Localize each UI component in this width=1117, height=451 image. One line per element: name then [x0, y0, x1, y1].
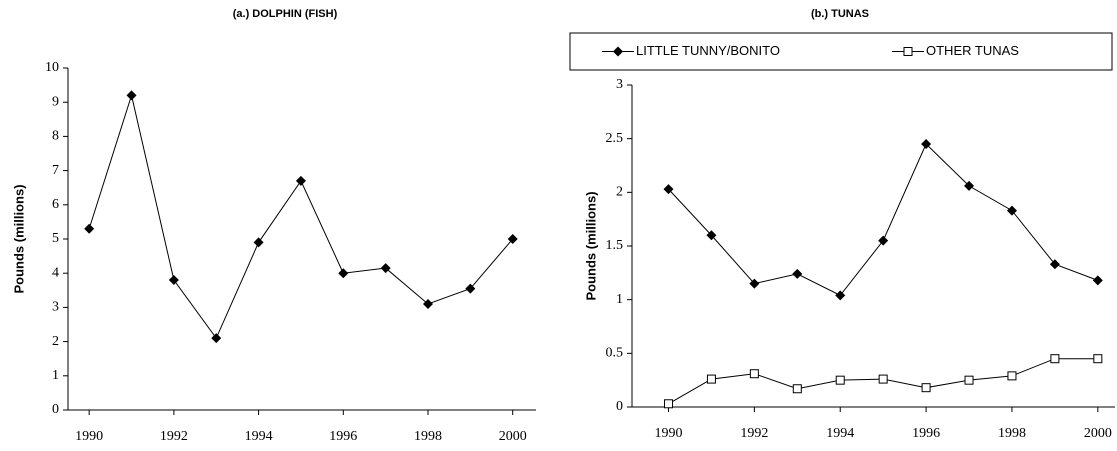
x-tick-label: 1998: [414, 429, 442, 444]
marker: [706, 374, 716, 384]
marker: [749, 278, 760, 289]
x-tick-label: 1996: [329, 429, 357, 444]
y-tick-label: 8: [52, 129, 59, 144]
y-tick-label: 3: [52, 300, 59, 315]
marker: [295, 175, 306, 186]
marker: [126, 90, 137, 101]
marker: [168, 275, 179, 286]
y-tick-label: 3: [616, 77, 623, 92]
marker: [380, 263, 391, 274]
legend-label: LITTLE TUNNY/BONITO: [636, 43, 780, 58]
y-tick-label: 4: [52, 265, 59, 280]
marker: [663, 399, 673, 409]
marker: [211, 333, 222, 344]
x-tick-label: 1994: [245, 429, 273, 444]
marker: [835, 290, 846, 301]
marker: [835, 375, 845, 385]
x-tick-label: 1998: [998, 426, 1026, 441]
marker: [465, 283, 476, 294]
marker: [903, 47, 913, 56]
x-tick-label: 1992: [740, 426, 768, 441]
marker: [921, 139, 932, 150]
y-axis-label: Pounds (millions): [583, 191, 598, 300]
marker: [507, 234, 518, 244]
y-tick-label: 0: [52, 402, 59, 417]
y-tick-label: 0: [616, 399, 623, 414]
y-tick-label: 7: [52, 163, 59, 178]
marker: [1007, 371, 1017, 381]
series-line: [668, 143, 1099, 297]
marker: [1092, 275, 1103, 286]
marker: [1050, 354, 1060, 364]
y-tick-label: 2: [52, 334, 59, 349]
x-tick-label: 1994: [826, 426, 854, 441]
marker: [1093, 354, 1103, 364]
marker: [1006, 205, 1017, 216]
marker: [964, 180, 975, 191]
marker: [878, 374, 888, 384]
marker: [84, 223, 95, 234]
y-tick-label: 1: [52, 368, 59, 383]
marker: [921, 383, 931, 393]
y-tick-label: 10: [45, 60, 59, 75]
chart-title: (a.) DOLPHIN (FISH): [233, 8, 338, 20]
y-tick-label: 5: [52, 231, 59, 246]
marker: [1049, 259, 1060, 270]
chart-title: (b.) TUNAS: [811, 8, 869, 20]
marker: [964, 375, 974, 385]
marker: [792, 268, 803, 279]
y-tick-label: 2.5: [606, 131, 624, 146]
y-tick-label: 9: [52, 94, 59, 109]
x-tick-label: 1996: [912, 426, 940, 441]
y-tick-label: 6: [52, 197, 59, 212]
x-tick-label: 2000: [1084, 426, 1112, 441]
marker: [613, 46, 623, 57]
marker: [706, 230, 717, 241]
x-tick-label: 1990: [75, 429, 103, 444]
series-line: [88, 93, 514, 340]
y-axis-label: Pounds (millions): [11, 184, 26, 293]
y-tick-label: 1.5: [606, 238, 624, 253]
x-tick-label: 1992: [160, 429, 188, 444]
legend-box: [569, 32, 1113, 71]
marker: [878, 235, 889, 246]
marker: [663, 184, 674, 195]
legend-label: OTHER TUNAS: [926, 43, 1019, 58]
marker: [253, 237, 264, 248]
marker: [423, 298, 433, 309]
y-tick-label: 2: [616, 185, 623, 200]
y-tick-label: 1: [616, 292, 623, 307]
x-tick-label: 2000: [499, 429, 527, 444]
y-tick-label: 0.5: [606, 346, 624, 361]
marker: [338, 268, 349, 279]
x-tick-label: 1990: [654, 426, 682, 441]
marker: [749, 369, 759, 379]
marker: [792, 384, 802, 394]
